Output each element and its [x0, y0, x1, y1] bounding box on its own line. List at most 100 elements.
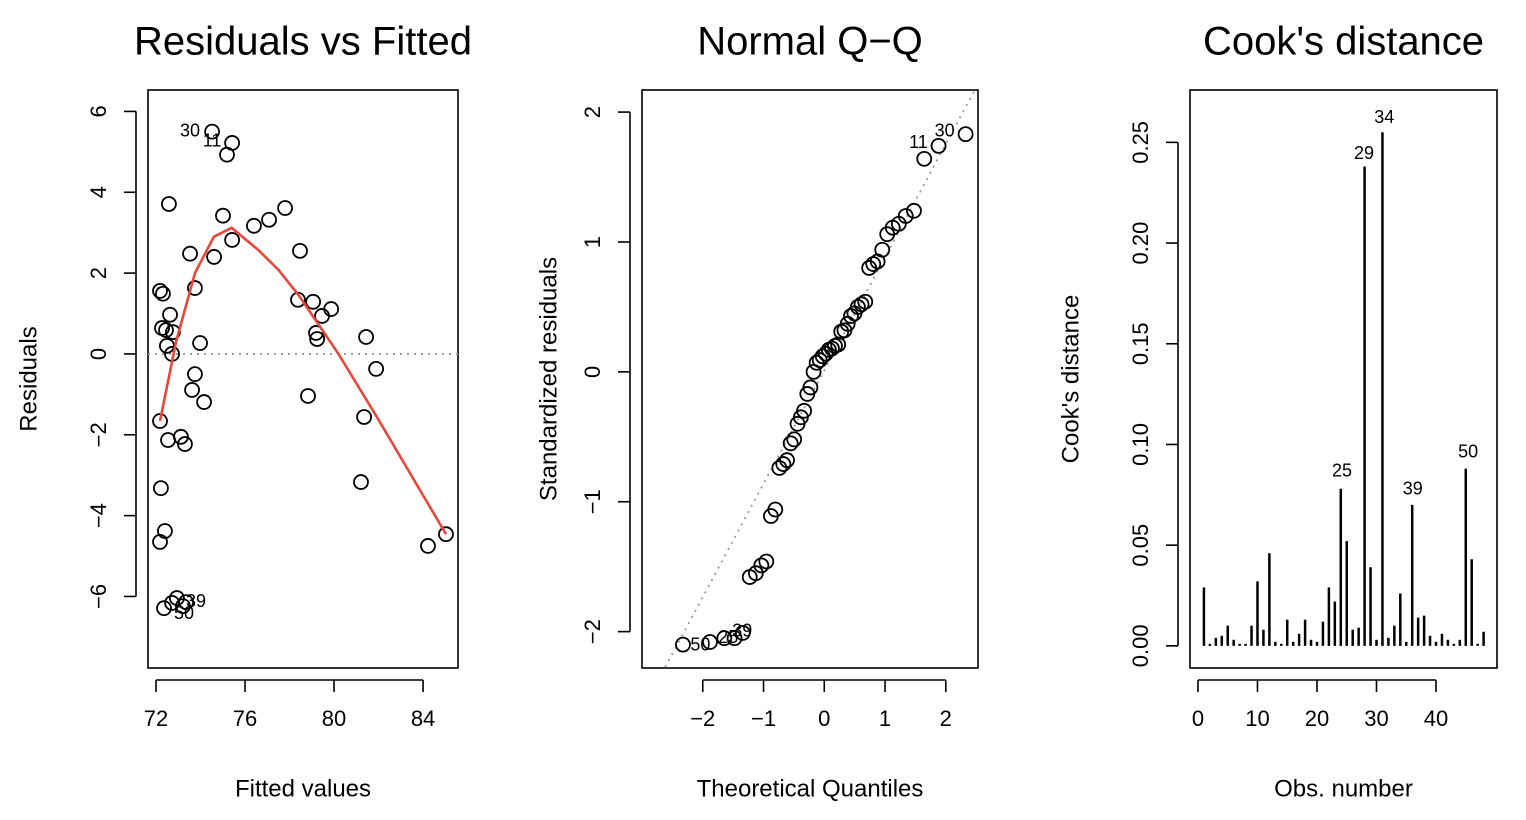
- point: [219, 146, 235, 163]
- point: [155, 285, 171, 302]
- point: [177, 436, 193, 452]
- point: [159, 337, 175, 354]
- point: [906, 202, 922, 219]
- point: [261, 211, 277, 228]
- point: [292, 242, 308, 259]
- annotation: 34: [1374, 107, 1394, 127]
- x-tick-label: −2: [690, 706, 715, 731]
- point: [675, 636, 691, 653]
- annotation: 11: [203, 130, 222, 150]
- y-tick-label: 0: [580, 366, 605, 378]
- x-tick-label: 80: [322, 706, 346, 731]
- point: [779, 452, 795, 469]
- x-tick-label: 0: [818, 706, 830, 731]
- point: [323, 301, 340, 317]
- point: [420, 538, 436, 554]
- y-tick-label: 0.10: [1128, 423, 1153, 466]
- plot-area: [663, 90, 976, 668]
- reference-line: [663, 90, 976, 668]
- point: [771, 460, 788, 476]
- point: [175, 598, 191, 615]
- point: [957, 126, 974, 143]
- point: [358, 329, 374, 345]
- plot-frame: [1189, 89, 1498, 669]
- point: [758, 553, 775, 570]
- y-tick-label: −1: [580, 489, 605, 514]
- annotation: 50: [174, 603, 194, 623]
- plot-area: [1202, 132, 1485, 646]
- panel: Residuals vs Fitted Fitted values Residual…: [15, 20, 472, 803]
- point: [897, 208, 914, 224]
- point: [169, 590, 185, 606]
- point: [160, 432, 176, 448]
- point: [300, 388, 316, 404]
- x-tick-label: 2: [940, 706, 952, 731]
- x-tick-label: 40: [1424, 706, 1448, 731]
- plot-area: [148, 123, 458, 617]
- point: [178, 594, 194, 611]
- plot-frame: [147, 89, 459, 669]
- y-tick-label: 0.00: [1128, 624, 1153, 667]
- point: [192, 335, 208, 351]
- point: [182, 245, 198, 262]
- y-tick-label: 6: [86, 105, 111, 117]
- point: [874, 241, 891, 258]
- point: [356, 409, 372, 425]
- point: [196, 394, 212, 410]
- point: [305, 293, 322, 310]
- point: [734, 625, 751, 641]
- point: [438, 526, 454, 543]
- point: [853, 296, 870, 313]
- annotation: 29: [1354, 143, 1374, 163]
- annotation: 25: [718, 627, 738, 647]
- y-tick-label: 4: [86, 186, 111, 198]
- point: [702, 634, 718, 650]
- point: [152, 282, 168, 299]
- point: [368, 360, 385, 377]
- x-tick-label: 10: [1245, 706, 1269, 731]
- y-axis-label: Standardized residuals: [535, 257, 562, 501]
- point: [782, 435, 799, 452]
- point: [277, 200, 293, 216]
- point: [796, 402, 813, 419]
- annotation: 25: [1332, 460, 1352, 480]
- y-axis-label: Residuals: [15, 326, 42, 431]
- y-tick-label: 0: [86, 348, 111, 360]
- y-tick-label: 1: [580, 236, 605, 248]
- point: [716, 630, 733, 647]
- x-tick-label: 84: [411, 706, 435, 731]
- point: [187, 366, 203, 383]
- x-tick-label: 1: [879, 706, 891, 731]
- panel-title: Normal Q−Q: [697, 20, 923, 64]
- point: [747, 565, 764, 582]
- y-tick-label: −4: [86, 503, 111, 528]
- y-axis-label: Cook's distance: [1057, 295, 1084, 464]
- panel-title: Residuals vs Fitted: [134, 20, 472, 64]
- annotation: 11: [909, 132, 928, 152]
- point: [161, 196, 177, 212]
- x-tick-label: 76: [233, 706, 257, 731]
- annotation: 30: [180, 120, 200, 140]
- y-tick-label: 2: [580, 106, 605, 118]
- y-tick-label: 2: [86, 267, 111, 279]
- point: [786, 431, 803, 448]
- point: [152, 413, 168, 429]
- x-axis-label: Theoretical Quantiles: [697, 775, 924, 802]
- point: [309, 331, 326, 347]
- annotation: 50: [690, 635, 710, 655]
- y-tick-label: 0.15: [1128, 322, 1153, 365]
- annotation: 30: [935, 120, 955, 140]
- point: [224, 232, 241, 248]
- panel: Normal Q−Q Theoretical Quantiles Standardi…: [535, 20, 979, 802]
- point: [314, 308, 330, 324]
- point: [184, 382, 200, 398]
- point: [726, 630, 743, 647]
- x-tick-label: 0: [1192, 706, 1204, 731]
- point: [753, 557, 770, 574]
- point: [775, 456, 792, 472]
- point: [916, 150, 933, 167]
- x-axis-label: Fitted values: [235, 775, 371, 802]
- point: [204, 123, 220, 140]
- point: [156, 600, 172, 617]
